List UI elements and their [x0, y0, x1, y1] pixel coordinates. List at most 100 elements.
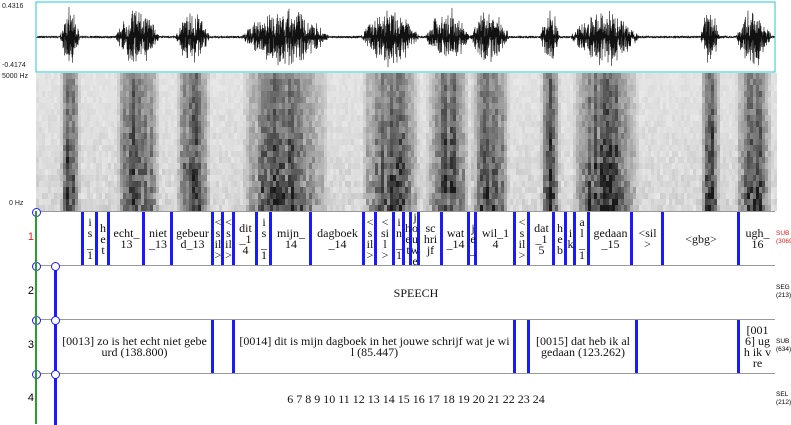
spectrogram-cell — [249, 127, 252, 133]
spectrogram-cell — [501, 145, 504, 151]
spectrogram-cell — [675, 163, 678, 169]
spectrogram-cell — [684, 79, 687, 85]
spectrogram-cell — [480, 79, 483, 85]
spectrogram-cell — [303, 91, 306, 97]
spectrogram-cell — [609, 175, 612, 181]
spectrogram-cell — [171, 181, 174, 187]
spectrogram-cell — [513, 163, 516, 169]
spectrogram-cell — [147, 115, 150, 121]
spectrogram-cell — [591, 157, 594, 163]
spectrogram-cell — [303, 121, 306, 127]
spectrogram-cell — [414, 169, 417, 175]
spectrogram-cell — [492, 187, 495, 193]
spectrogram-cell — [447, 115, 450, 121]
spectrogram-cell — [447, 145, 450, 151]
spectrogram-cell — [474, 181, 477, 187]
spectrogram-cell — [621, 97, 624, 103]
spectrogram-cell — [156, 97, 159, 103]
spectrogram-cell — [504, 97, 507, 103]
spectrogram-cell — [462, 157, 465, 163]
spectrogram-cell — [180, 115, 183, 121]
spectrogram-cell — [471, 175, 474, 181]
spectrogram-cell — [591, 85, 594, 91]
spectrogram-cell — [108, 127, 111, 133]
spectrogram-cell — [132, 151, 135, 157]
spectrogram-cell — [123, 133, 126, 139]
spectrogram-cell — [351, 133, 354, 139]
spectrogram-cell — [312, 187, 315, 193]
spectrogram-cell — [651, 169, 654, 175]
spectrogram-cell — [684, 181, 687, 187]
spectrogram-cell — [345, 133, 348, 139]
spectrogram-cell — [486, 115, 489, 121]
spectrogram-cell — [333, 79, 336, 85]
spectrogram-cell — [126, 157, 129, 163]
spectrogram-cell — [420, 199, 423, 205]
spectrogram-cell — [351, 151, 354, 157]
spectrogram-cell — [495, 109, 498, 115]
spectrogram-cell — [306, 199, 309, 205]
spectrogram-cell — [177, 103, 180, 109]
spectrogram-cell — [450, 133, 453, 139]
spectrogram-cell — [504, 163, 507, 169]
spectrogram-cell — [576, 163, 579, 169]
spectrogram-cell — [483, 139, 486, 145]
spectrogram-cell — [243, 139, 246, 145]
spectrogram-cell — [408, 157, 411, 163]
spectrogram-cell — [270, 115, 273, 121]
spectrogram-cell — [249, 181, 252, 187]
spectrogram-cell — [75, 187, 78, 193]
spectrogram-cell — [390, 169, 393, 175]
spectrogram-cell — [324, 97, 327, 103]
spectrogram-cell — [549, 157, 552, 163]
spectrogram-cell — [576, 139, 579, 145]
spectrogram-cell — [597, 127, 600, 133]
spectrogram-cell — [54, 157, 57, 163]
spectrogram-cell — [285, 91, 288, 97]
spectrogram-cell — [147, 133, 150, 139]
spectrogram-cell — [675, 85, 678, 91]
spectrogram-cell — [606, 175, 609, 181]
spectrogram-cell — [534, 151, 537, 157]
spectrogram-cell — [327, 91, 330, 97]
spectrogram-cell — [492, 169, 495, 175]
spectrogram-cell — [330, 79, 333, 85]
spectrogram-cell — [417, 79, 420, 85]
spectrogram-cell — [531, 127, 534, 133]
spectrogram-cell — [681, 109, 684, 115]
spectrogram-cell — [183, 103, 186, 109]
spectrogram-cell — [477, 133, 480, 139]
spectrogram-cell — [360, 85, 363, 91]
spectrogram-cell — [183, 193, 186, 199]
spectrogram-cell — [135, 181, 138, 187]
spectrogram-cell — [114, 187, 117, 193]
spectrogram-cell — [282, 199, 285, 205]
spectrogram-cell — [306, 91, 309, 97]
spectrogram-cell — [666, 157, 669, 163]
spectrogram-cell — [297, 175, 300, 181]
spectrogram-cell — [123, 169, 126, 175]
spectrogram-cell — [201, 79, 204, 85]
spectrogram-cell — [72, 199, 75, 205]
spectrogram-cell — [291, 127, 294, 133]
spectrogram-cell — [606, 163, 609, 169]
spectrogram-cell — [612, 79, 615, 85]
spectrogram-cell — [261, 115, 264, 121]
spectrogram-cell — [108, 103, 111, 109]
spectrogram-cell — [618, 121, 621, 127]
spectrogram-cell — [321, 181, 324, 187]
spectrogram-cell — [204, 169, 207, 175]
spectrogram-cell — [195, 73, 198, 79]
spectrogram-cell — [669, 187, 672, 193]
spectrogram-cell — [153, 115, 156, 121]
spectrogram-cell — [327, 145, 330, 151]
spectrogram-cell — [309, 97, 312, 103]
spectrogram-cell — [279, 79, 282, 85]
spectrogram-cell — [372, 145, 375, 151]
spectrogram-cell — [48, 187, 51, 193]
spectrogram-cell — [426, 181, 429, 187]
spectrogram-cell — [174, 133, 177, 139]
spectrogram-cell — [216, 145, 219, 151]
spectrogram-cell — [423, 133, 426, 139]
spectrogram-cell — [210, 109, 213, 115]
